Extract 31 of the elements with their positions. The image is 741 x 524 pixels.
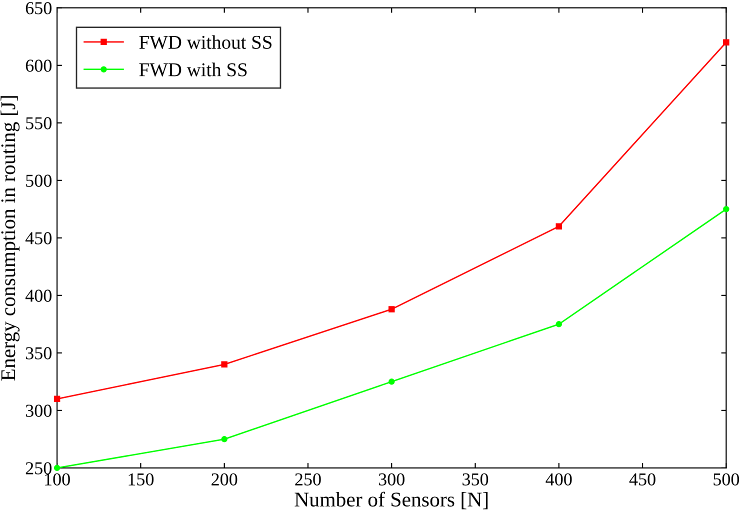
y-tick-label: 550 [26,117,52,130]
y-tick-label: 250 [26,462,52,474]
point [723,206,730,212]
x-tick-label: 450 [629,473,656,486]
y-tick-label: 650 [26,2,52,14]
y-tick-label: 300 [26,404,52,417]
point [221,436,228,442]
point [388,306,395,312]
point [556,223,562,230]
x-axis-title: Number of Sensors [N] [294,492,488,510]
legend-label: FWD with SS [139,62,247,76]
x-tick-label: 400 [546,473,572,486]
x-tick-label: 350 [462,473,488,486]
y-tick-label: 400 [25,290,52,302]
y-axis-title: Energy consumption in routing [J] [0,96,20,381]
x-tick-label: 500 [714,473,740,486]
x-tick-label: 150 [128,473,154,486]
x-tick-label: 200 [212,473,238,486]
point [54,396,60,402]
y-tick-label: 350 [26,347,52,360]
x-tick-label: 250 [295,473,321,486]
y-tick-label: 600 [26,60,52,72]
point [221,361,228,368]
point [556,321,562,328]
point [723,39,730,46]
legend-label: FWD without SS [139,35,272,49]
point [388,378,395,385]
x-tick-label: 300 [378,473,404,486]
x-tick-label: 100 [45,473,70,486]
y-tick-label: 450 [25,232,52,244]
y-tick-label: 500 [26,174,52,187]
